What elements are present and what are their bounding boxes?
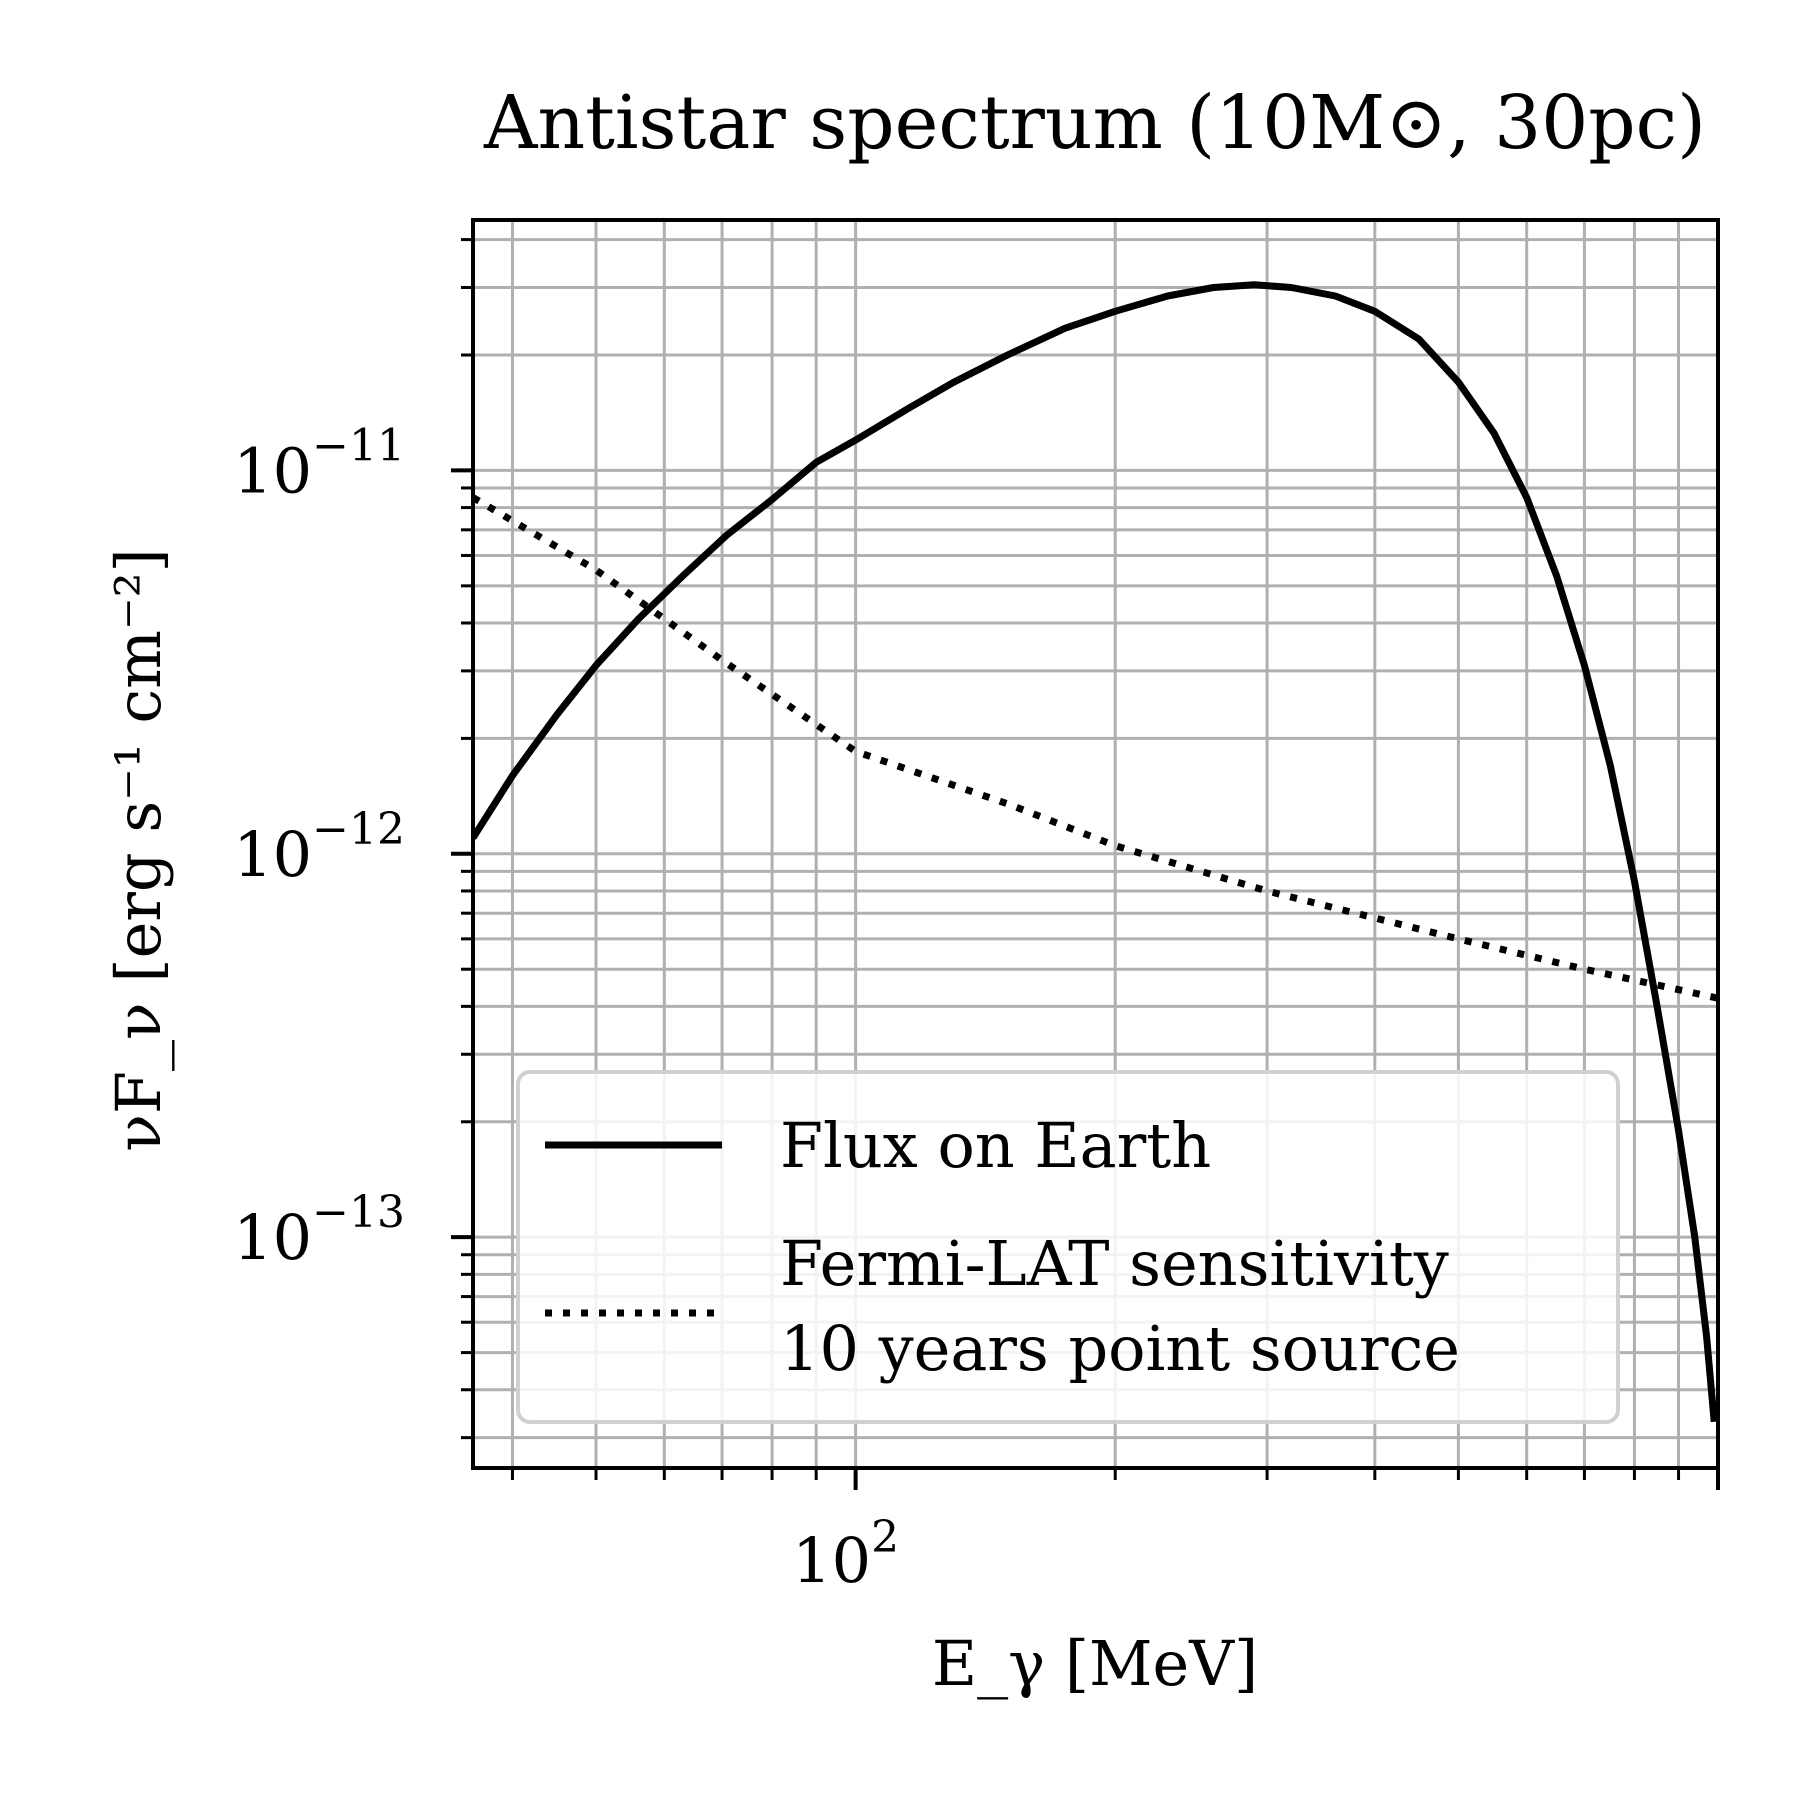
series-line-flux-on-earth: [473, 281, 1718, 1423]
legend-box: [516, 1070, 1620, 1424]
y-tick-label: 10−13: [233, 1187, 405, 1274]
y-tick-base: 10: [233, 818, 312, 891]
legend-label-flux: Flux on Earth: [780, 1109, 1211, 1182]
y-tick-base: 10: [233, 434, 312, 507]
x-axis-label: E_γ [MeV]: [932, 1627, 1258, 1700]
legend-label-fermi-line-2: 10 years point source: [780, 1312, 1460, 1385]
x-tick-labels: 102: [792, 1512, 899, 1597]
y-axis-label: νF_ν [erg s⁻¹ cm⁻²]: [102, 548, 175, 1151]
plot-lines: [473, 281, 1718, 1423]
y-tick-exponent: −12: [312, 804, 405, 855]
x-tick-label: 102: [792, 1512, 899, 1597]
legend: Flux on Earth Fermi-LAT sensitivity 10 y…: [516, 1070, 1620, 1424]
x-tick-base: 10: [792, 1524, 871, 1597]
legend-label-fermi-line-1: Fermi-LAT sensitivity: [780, 1227, 1449, 1300]
y-tick-exponent: −11: [312, 420, 405, 471]
x-tick-exponent: 2: [871, 1512, 899, 1563]
y-tick-exponent: −13: [312, 1187, 405, 1238]
axis-ticks: [451, 238, 1720, 1490]
series-line-fermi-lat-sensitivity: [473, 494, 1718, 1002]
y-tick-base: 10: [233, 1201, 312, 1274]
y-tick-label: 10−11: [233, 420, 405, 507]
axes-frame: [471, 218, 1720, 1470]
chart-title: Antistar spectrum (10M⊙, 30pc): [483, 80, 1706, 166]
y-tick-label: 10−12: [233, 804, 405, 891]
